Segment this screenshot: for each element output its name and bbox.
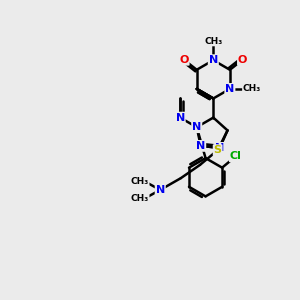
Text: CH₃: CH₃ (130, 194, 149, 203)
Text: N: N (192, 122, 201, 132)
Text: N: N (156, 185, 165, 195)
Text: O: O (179, 55, 189, 65)
Text: N: N (209, 55, 218, 65)
Text: S: S (214, 145, 222, 155)
Text: N: N (215, 143, 224, 153)
Text: CH₃: CH₃ (204, 37, 222, 46)
Text: CH₃: CH₃ (130, 177, 149, 186)
Text: O: O (238, 55, 247, 65)
Text: Cl: Cl (230, 152, 242, 161)
Text: N: N (225, 84, 235, 94)
Text: CH₃: CH₃ (243, 84, 261, 93)
Text: N: N (196, 141, 205, 151)
Text: N: N (176, 112, 185, 123)
